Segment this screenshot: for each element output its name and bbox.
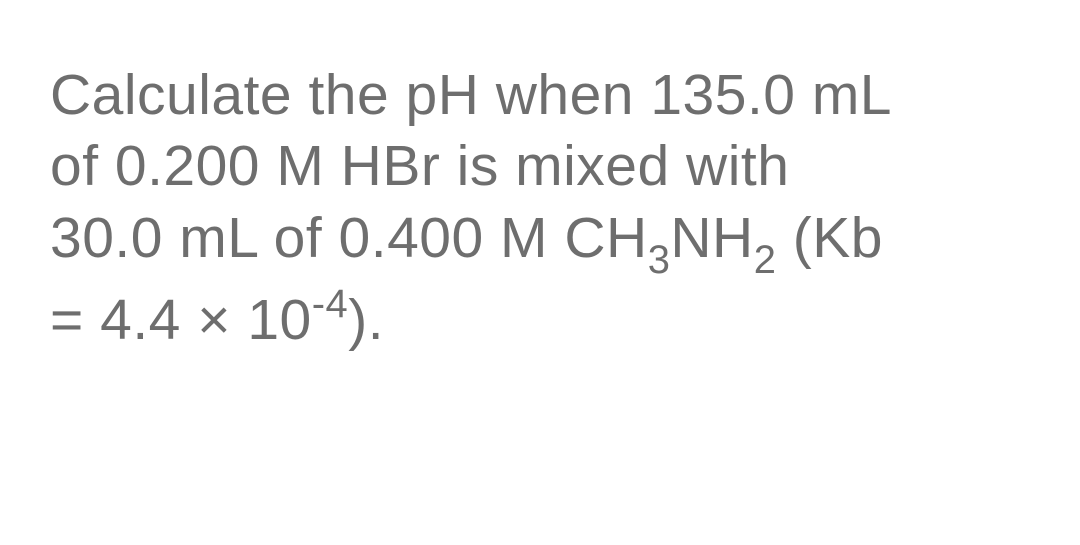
problem-container: Calculate the pH when 135.0 mL of 0.200 … <box>0 0 1080 356</box>
subscript-2: 2 <box>754 238 777 282</box>
superscript-neg4: -4 <box>312 282 348 326</box>
text-line-3c: (Kb <box>776 206 883 270</box>
text-line-1: Calculate the pH when 135.0 mL <box>50 63 892 127</box>
text-line-2: of 0.200 M HBr is mixed with <box>50 134 789 198</box>
text-line-4b: ). <box>348 288 384 352</box>
text-line-3a: 30.0 mL of 0.400 M CH <box>50 206 648 270</box>
problem-text: Calculate the pH when 135.0 mL of 0.200 … <box>50 60 1030 356</box>
text-line-4a: = 4.4 × 10 <box>50 288 312 352</box>
text-line-3b: NH <box>670 206 753 270</box>
subscript-3: 3 <box>648 238 671 282</box>
